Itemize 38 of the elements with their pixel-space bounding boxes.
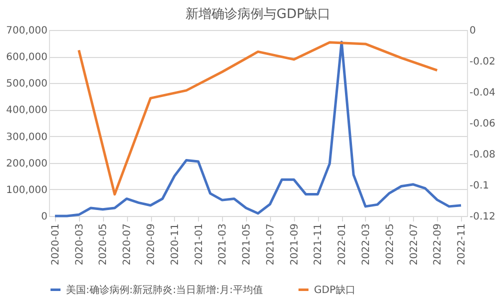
y2-tick-label: -0.04 xyxy=(470,88,496,98)
y-tick-label: 300,000 xyxy=(6,132,48,143)
y2-tick-label: -0.06 xyxy=(470,118,496,130)
y-tick-label: 600,000 xyxy=(6,52,48,64)
x-tick-label: 2020-07 xyxy=(122,224,134,266)
y2-tick-label: -0.1 xyxy=(470,180,490,192)
y2-tick-label: 0 xyxy=(470,26,476,36)
x-tick-label: 2020-05 xyxy=(98,224,110,266)
x-tick-label: 2021-09 xyxy=(289,224,300,266)
x-tick-label: 2020-03 xyxy=(74,224,86,266)
x-tick-label: 2020-09 xyxy=(146,224,158,266)
y-tick-label: 0 xyxy=(41,212,48,222)
x-tick-label: 2022-03 xyxy=(360,224,372,266)
y2-tick-label: -0.02 xyxy=(470,56,496,68)
x-tick-label: 2022-07 xyxy=(408,224,420,266)
y-tick-label: 400,000 xyxy=(6,105,48,116)
x-tick-label: 2021-01 xyxy=(194,224,205,266)
legend-label: 美国:确诊病例:新冠肺炎:当日新增:月:平均值 xyxy=(66,284,263,296)
x-tick-label: 2022-01 xyxy=(337,224,348,266)
y-tick-label: 500,000 xyxy=(6,78,48,90)
x-tick-label: 2021-05 xyxy=(242,224,253,266)
x-tick-label: 2021-11 xyxy=(313,224,324,266)
x-tick-label: 2020-11 xyxy=(170,224,181,266)
chart-title: 新增确诊病例与GDP缺口 xyxy=(186,7,330,22)
y2-tick-label: -0.12 xyxy=(470,212,496,222)
y2-tick-label: -0.08 xyxy=(470,150,496,160)
legend-label: GDP缺口 xyxy=(314,284,356,296)
x-tick-label: 2022-09 xyxy=(432,224,444,266)
line-series xyxy=(54,40,462,218)
x-tick-label: 2022-05 xyxy=(384,224,396,266)
x-tick-label: 2021-07 xyxy=(265,224,276,266)
y-tick-label: 700,000 xyxy=(6,26,48,36)
x-tick-label: 2021-03 xyxy=(218,224,229,266)
line-series xyxy=(78,41,438,196)
y-tick-label: 100,000 xyxy=(6,184,48,196)
x-tick-label: 2022-11 xyxy=(456,224,468,266)
y-tick-label: 200,000 xyxy=(6,158,48,170)
x-tick-label: 2020-01 xyxy=(50,224,62,266)
